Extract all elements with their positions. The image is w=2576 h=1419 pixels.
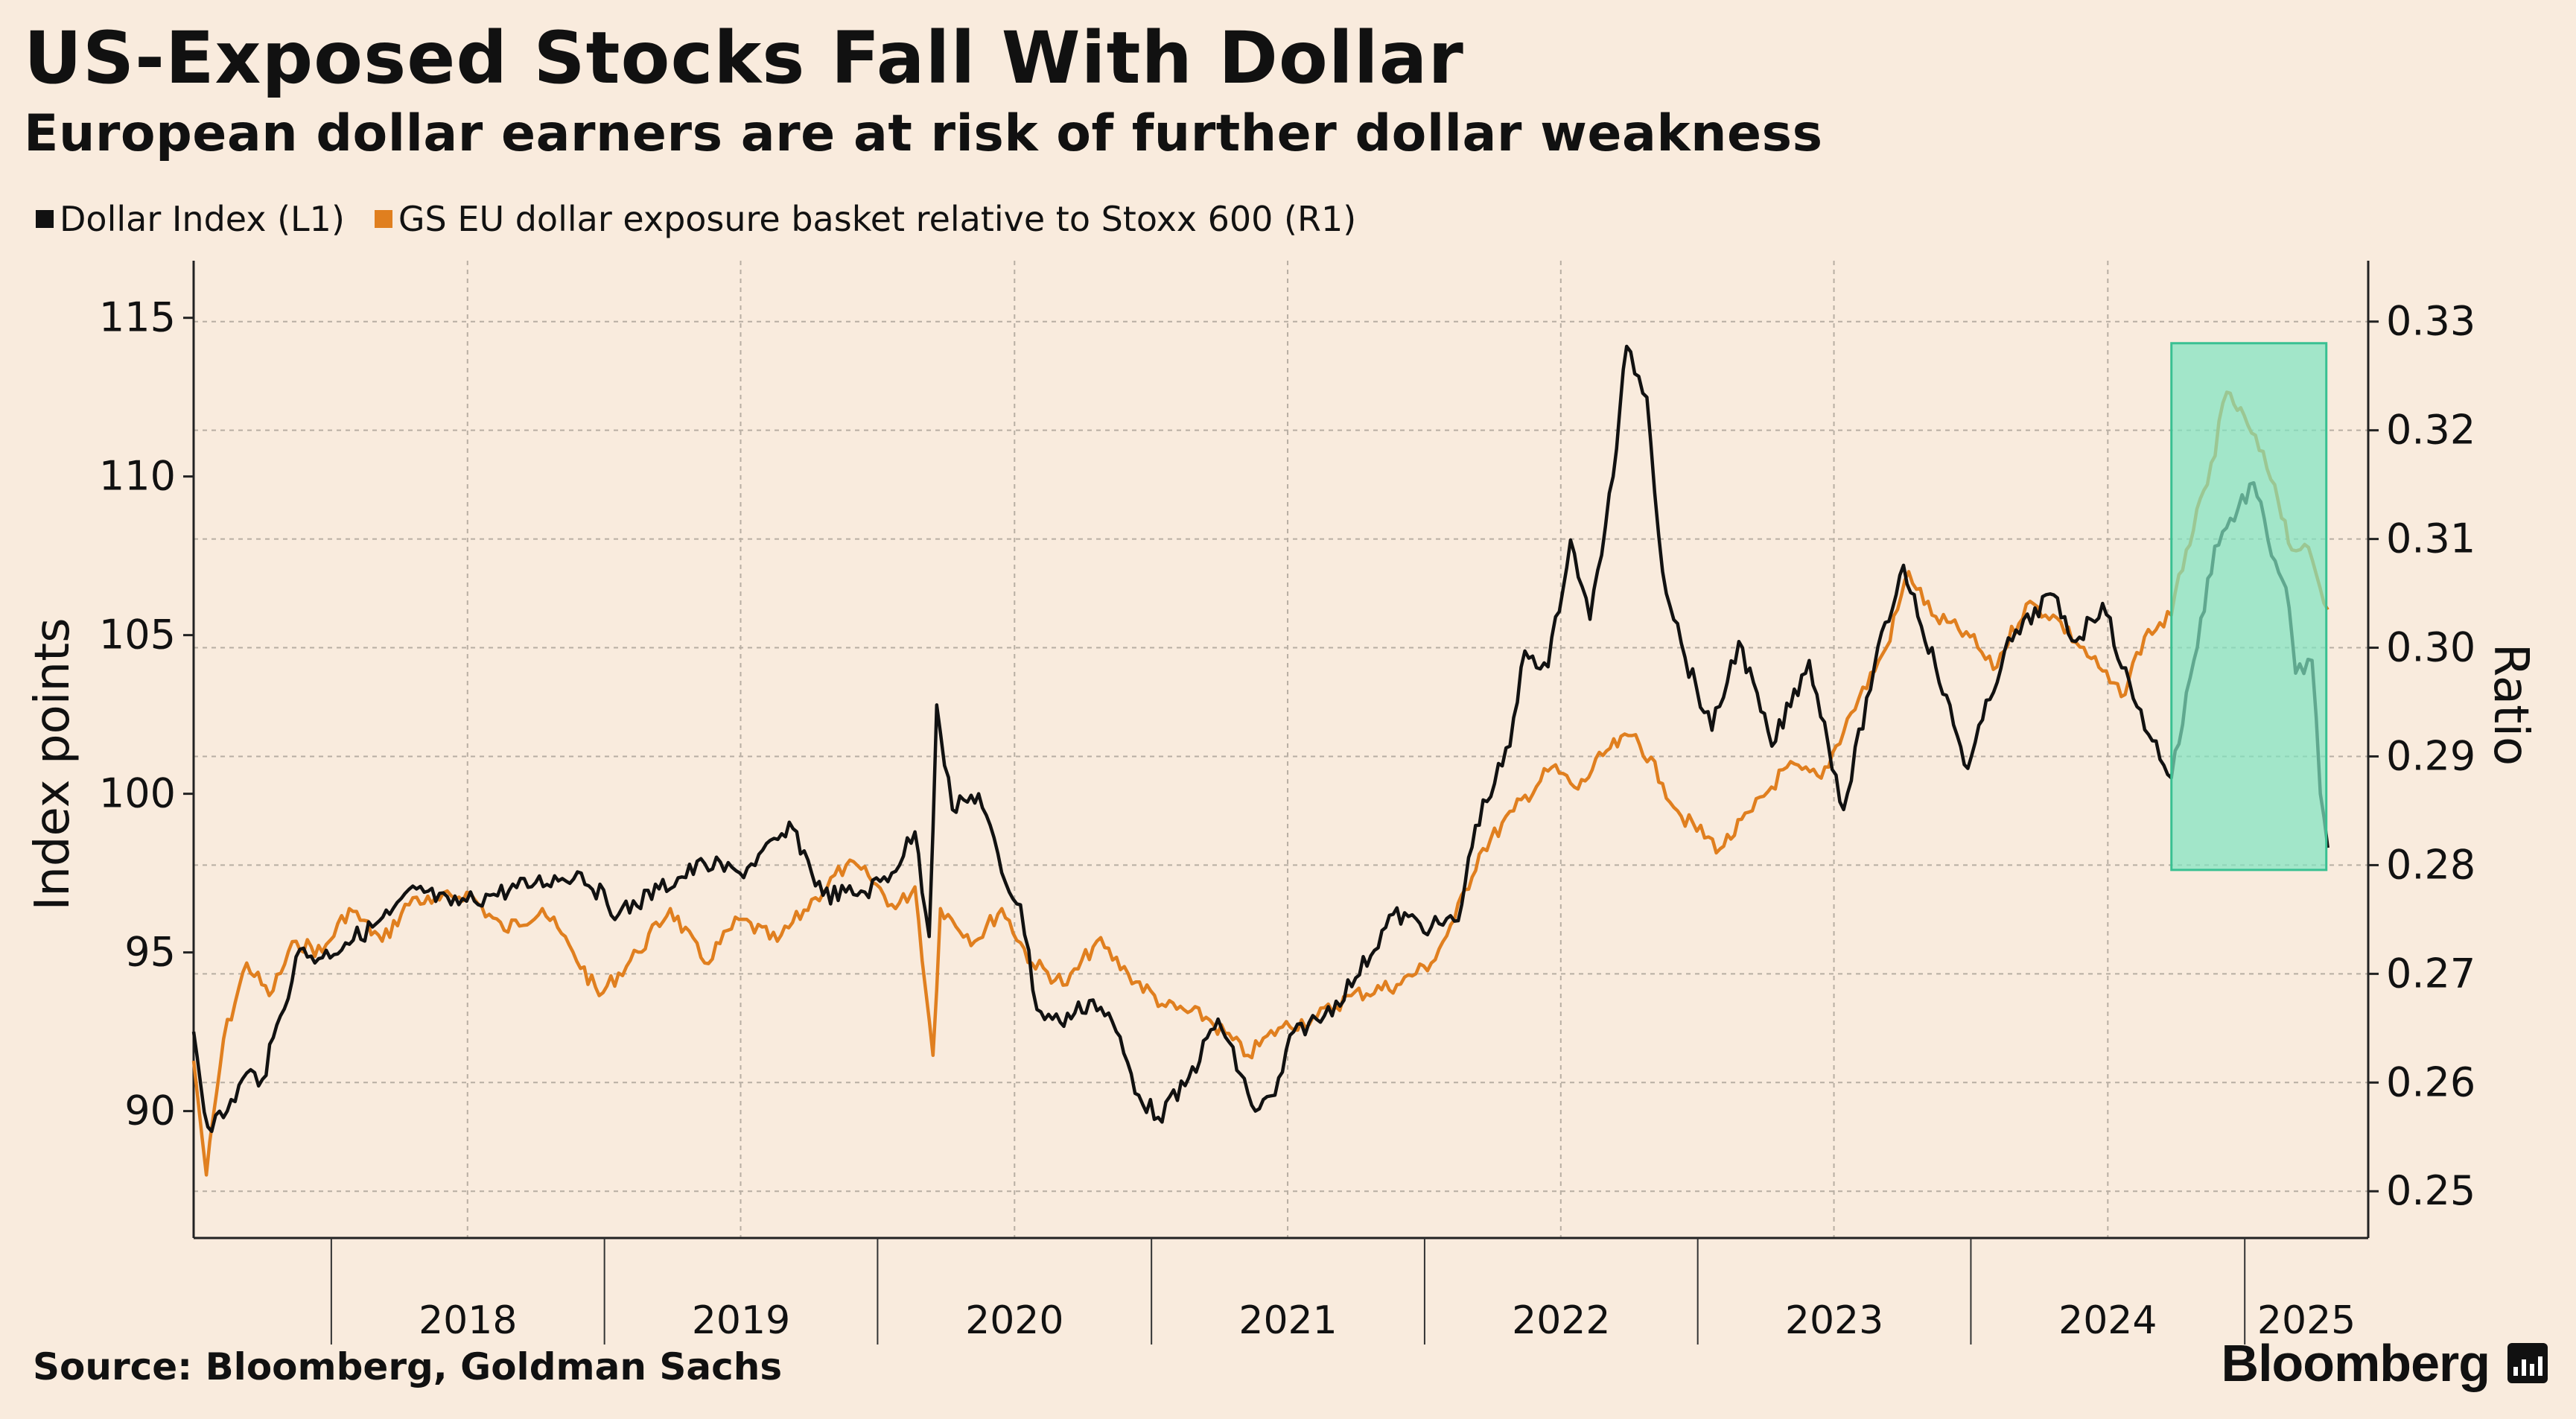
right-tick-label: 0.27 xyxy=(2386,950,2475,997)
right-tick-label: 0.30 xyxy=(2386,624,2475,671)
legend-swatch-basket xyxy=(374,210,392,228)
source-note: Source: Bloomberg, Goldman Sachs xyxy=(33,1345,783,1388)
brand-label: Bloomberg xyxy=(2221,1334,2490,1392)
right-tick-label: 0.33 xyxy=(2386,298,2475,345)
right-tick-label: 0.26 xyxy=(2386,1058,2475,1105)
x-tick-label: 2019 xyxy=(692,1298,790,1343)
left-axis-title: Index points xyxy=(25,618,80,910)
legend-item-basket: GS EU dollar exposure basket relative to… xyxy=(374,199,1357,239)
series-line-gs-basket xyxy=(191,390,2329,1177)
right-axis-title: Ratio xyxy=(2483,644,2538,766)
left-tick-label: 100 xyxy=(99,770,176,817)
left-tick-label: 115 xyxy=(99,294,176,341)
right-tick-label: 0.29 xyxy=(2386,732,2475,779)
legend-label-basket: GS EU dollar exposure basket relative to… xyxy=(398,199,1357,239)
legend-item-dollar-index: Dollar Index (L1) xyxy=(36,199,345,239)
left-tick-label: 105 xyxy=(99,612,176,658)
chart-subtitle: European dollar earners are at risk of f… xyxy=(24,104,1823,163)
bloomberg-logo: Bloomberg xyxy=(2222,1333,2548,1393)
x-tick-label: 2022 xyxy=(1512,1298,1610,1343)
x-tick-label: 2025 xyxy=(2257,1298,2356,1343)
x-tick-label: 2024 xyxy=(2058,1298,2157,1343)
x-tick-label: 2023 xyxy=(1785,1298,1883,1343)
right-tick-label: 0.28 xyxy=(2386,841,2475,888)
chart-legend: Dollar Index (L1) GS EU dollar exposure … xyxy=(36,195,1356,243)
left-tick-label: 110 xyxy=(99,453,176,500)
x-tick-label: 2021 xyxy=(1238,1298,1337,1343)
bloomberg-terminal-icon xyxy=(2507,1343,2548,1383)
left-tick-label: 90 xyxy=(124,1088,176,1134)
right-tick-label: 0.31 xyxy=(2386,515,2475,562)
legend-label-dollar-index: Dollar Index (L1) xyxy=(60,199,345,239)
right-tick-label: 0.32 xyxy=(2386,407,2475,454)
x-tick-label: 2018 xyxy=(419,1298,517,1343)
x-tick-label: 2020 xyxy=(965,1298,1063,1343)
chart-title: US-Exposed Stocks Fall With Dollar xyxy=(24,16,1464,100)
right-tick-label: 0.25 xyxy=(2386,1167,2475,1214)
left-tick-label: 95 xyxy=(124,929,176,976)
legend-swatch-dollar-index xyxy=(36,210,54,228)
highlight-box xyxy=(2170,342,2328,872)
series-line-dollar-index xyxy=(191,344,2329,1134)
